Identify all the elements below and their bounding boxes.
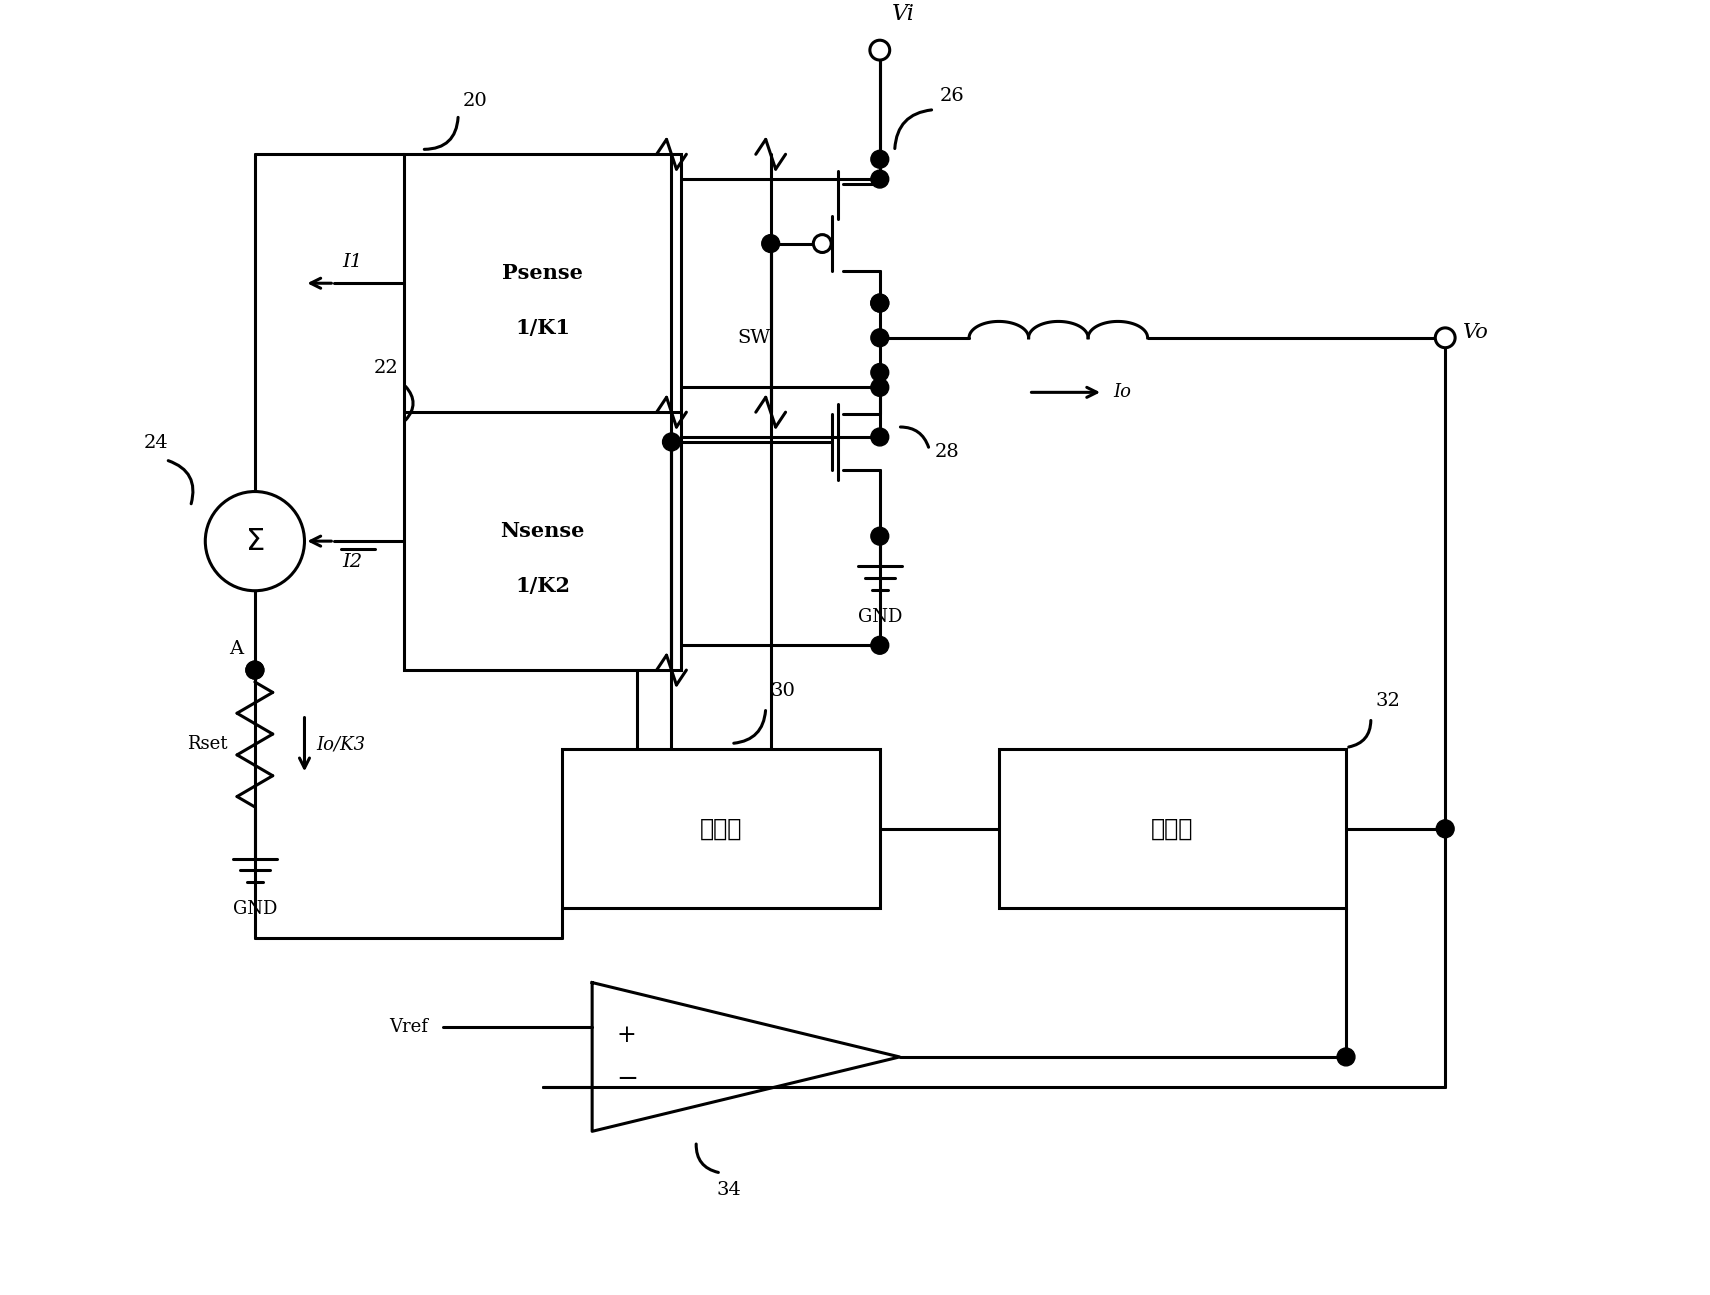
- Circle shape: [870, 329, 889, 347]
- Text: 32: 32: [1377, 692, 1400, 710]
- Text: Psense: Psense: [503, 263, 583, 284]
- Circle shape: [870, 170, 889, 188]
- Text: A: A: [229, 640, 243, 658]
- Circle shape: [662, 433, 681, 451]
- Text: Nsense: Nsense: [501, 521, 585, 541]
- Circle shape: [205, 492, 304, 591]
- Text: Io/K3: Io/K3: [316, 736, 366, 754]
- Text: 20: 20: [463, 92, 487, 110]
- Text: 驱动器: 驱动器: [699, 817, 742, 840]
- Text: 1/K1: 1/K1: [515, 317, 569, 338]
- Circle shape: [870, 429, 889, 445]
- Text: $\Sigma$: $\Sigma$: [245, 526, 265, 557]
- Circle shape: [870, 636, 889, 654]
- Circle shape: [870, 378, 889, 396]
- Text: I2: I2: [342, 553, 363, 571]
- Circle shape: [1337, 1048, 1354, 1066]
- Bar: [404, 154, 681, 670]
- Text: SW: SW: [737, 329, 771, 347]
- Circle shape: [246, 662, 263, 679]
- Text: 34: 34: [716, 1181, 740, 1199]
- Bar: [563, 750, 881, 908]
- Circle shape: [761, 234, 780, 253]
- Text: −: −: [616, 1066, 638, 1092]
- Text: Vo: Vo: [1464, 324, 1489, 342]
- Circle shape: [814, 234, 831, 253]
- Text: Rset: Rset: [186, 736, 227, 754]
- Circle shape: [870, 294, 889, 312]
- Circle shape: [870, 150, 889, 168]
- Circle shape: [246, 662, 263, 679]
- Text: GND: GND: [858, 607, 901, 625]
- Circle shape: [870, 364, 889, 382]
- Circle shape: [870, 294, 889, 312]
- Circle shape: [870, 40, 889, 60]
- Text: 24: 24: [144, 434, 168, 452]
- Text: Vref: Vref: [390, 1018, 429, 1036]
- Text: +: +: [617, 1023, 636, 1046]
- Bar: [999, 750, 1346, 908]
- Text: 30: 30: [771, 682, 795, 699]
- Text: 控制器: 控制器: [1151, 817, 1194, 840]
- Text: 26: 26: [939, 87, 964, 105]
- Circle shape: [1435, 328, 1455, 347]
- Circle shape: [1436, 820, 1453, 838]
- Text: 28: 28: [934, 443, 959, 461]
- Text: 22: 22: [374, 360, 398, 377]
- Text: I1: I1: [342, 254, 363, 272]
- Text: Vi: Vi: [891, 4, 915, 26]
- Text: Io: Io: [1113, 383, 1130, 401]
- Text: 1/K2: 1/K2: [515, 576, 569, 596]
- Text: GND: GND: [233, 900, 277, 918]
- Circle shape: [870, 527, 889, 545]
